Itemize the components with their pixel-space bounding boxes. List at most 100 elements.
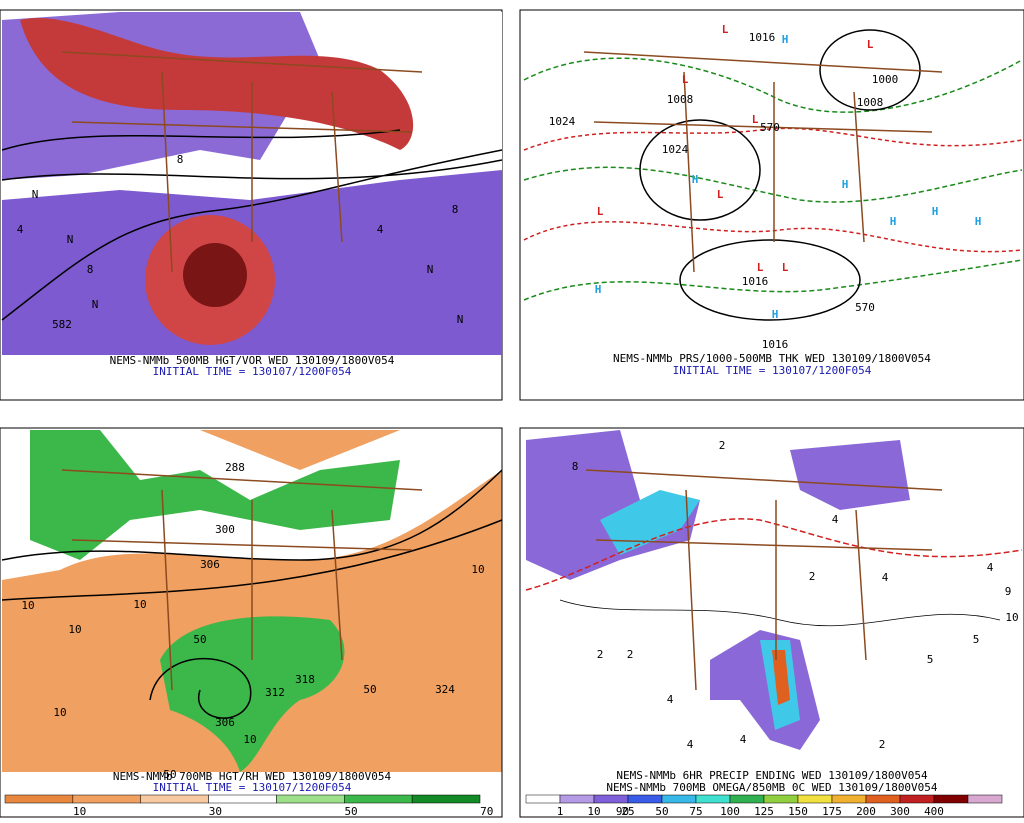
map-label: 50 [363, 683, 376, 696]
map-label: 4 [667, 693, 674, 706]
map-label: 5 [927, 653, 934, 666]
map-label: 4 [740, 733, 747, 746]
map-label: 1016 [749, 31, 776, 44]
map-label: N [427, 263, 434, 276]
colorbar-swatch [593, 794, 629, 804]
map-label: 1024 [549, 115, 576, 128]
colorbar-label: 125 [754, 805, 774, 818]
map-label: 288 [225, 461, 245, 474]
map-label: 4 [687, 738, 694, 751]
colorbar-swatch [627, 794, 663, 804]
map-label: 582 [52, 318, 72, 331]
freezing-line [525, 518, 1023, 591]
map-label: 1000 [872, 73, 899, 86]
map-label: L [752, 113, 759, 126]
colorbar-label: 50 [655, 805, 668, 818]
height-contour [1, 469, 503, 719]
colorbar-label: 25 [621, 805, 634, 818]
map-label: L [717, 188, 724, 201]
map-label: 5 [973, 633, 980, 646]
map-label: N [92, 298, 99, 311]
colorbar-swatch [933, 794, 969, 804]
map-label: H [975, 215, 982, 228]
map-label: 10 [53, 706, 66, 719]
map-label: 1024 [662, 143, 689, 156]
initial-time: INITIAL TIME = 130107/1200F054 [673, 364, 872, 377]
map-label: H [692, 173, 699, 186]
map-label: L [722, 23, 729, 36]
caption: NEMS-NMMb 6HR PRECIP ENDING WED 130109/1… [616, 769, 928, 782]
map-label: 10 [243, 733, 256, 746]
colorbar-label: 200 [856, 805, 876, 818]
map-label: 4 [987, 561, 994, 574]
colorbar-swatch [72, 794, 141, 804]
map-label: 300 [215, 523, 235, 536]
map-label: 1016 [742, 275, 769, 288]
map-label: H [782, 33, 789, 46]
panel-frame [519, 427, 1024, 818]
colorbar-label: 150 [788, 805, 808, 818]
vorticity-area [20, 17, 414, 150]
colorbar-swatch [276, 794, 345, 804]
colorbar-swatch [695, 794, 731, 804]
caption: NEMS-NMMb 700MB HGT/RH WED 130109/1800V0… [113, 770, 392, 783]
pressure-contour [639, 119, 761, 221]
colorbar-swatch [559, 794, 595, 804]
map-label: 10 [471, 563, 484, 576]
map-label: N [67, 233, 74, 246]
colorbar-label: 400 [924, 805, 944, 818]
colorbar-swatch [208, 794, 277, 804]
map-label: 1008 [857, 96, 884, 109]
panel-frame [519, 9, 1024, 401]
map-label: 2 [597, 648, 604, 661]
colorbar-swatch [661, 794, 697, 804]
initial-time: INITIAL TIME = 130107/1200F054 [153, 781, 352, 794]
colorbar-swatch [967, 794, 1003, 804]
border-lines [583, 51, 943, 273]
thickness-contour [523, 127, 1023, 253]
map-label: 50 [163, 768, 176, 781]
colorbar-label: 70 [480, 805, 493, 818]
panel-frame [0, 427, 503, 818]
map-label: L [867, 38, 874, 51]
map-label: 570 [855, 301, 875, 314]
map-label: 4 [832, 513, 839, 526]
colorbar-label: 10 [73, 805, 86, 818]
map-label: 8 [87, 263, 94, 276]
map-label: 324 [435, 683, 455, 696]
map-label: 2 [879, 738, 886, 751]
colorbar-swatch [899, 794, 935, 804]
precip-area [790, 440, 910, 510]
map-label: 318 [295, 673, 315, 686]
colorbar-swatch [797, 794, 833, 804]
colorbar-label: 100 [720, 805, 740, 818]
colorbar-swatch [344, 794, 413, 804]
precip-area [600, 490, 700, 555]
map-label: H [772, 308, 779, 321]
thickness-contour [523, 57, 1023, 301]
map-label: L [682, 73, 689, 86]
colorbar-swatch [729, 794, 765, 804]
border-lines [61, 469, 423, 691]
map-label: 9 [1005, 585, 1012, 598]
map-label: L [757, 261, 764, 274]
colorbar-label: 50 [344, 805, 357, 818]
map-label: H [842, 178, 849, 191]
colorbar-label: 175 [822, 805, 842, 818]
vorticity-area [183, 243, 247, 307]
rh-area [30, 430, 400, 560]
map-bg [524, 12, 1022, 355]
border-lines [61, 51, 423, 273]
map-label: L [782, 261, 789, 274]
colorbar-label: 75 [689, 805, 702, 818]
colorbar-swatch [4, 794, 74, 804]
colorbar-swatch [525, 794, 561, 804]
map-label: L [597, 205, 604, 218]
map-label: 306 [215, 716, 235, 729]
map-label: 8 [177, 153, 184, 166]
map-label: H [595, 283, 602, 296]
colorbar-swatch [763, 794, 799, 804]
map-label: 8 [572, 460, 579, 473]
omega-contour [559, 599, 1001, 627]
map-label: 306 [200, 558, 220, 571]
